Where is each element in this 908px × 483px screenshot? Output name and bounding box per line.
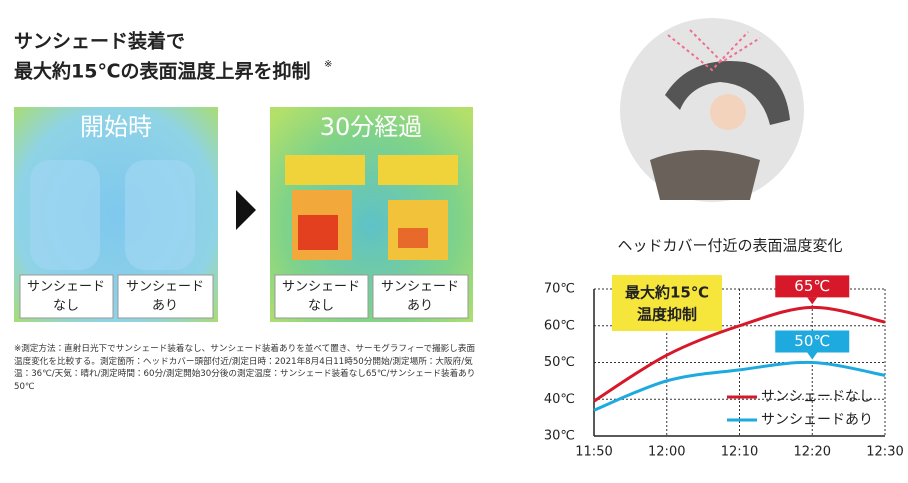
sun-arrow [667, 31, 749, 72]
heat-area [398, 228, 428, 248]
tag-text: サンシェード [126, 280, 204, 295]
tag-text: あり [407, 299, 433, 314]
image-label: 開始時 [80, 113, 152, 141]
canopy [665, 60, 790, 126]
series-line [593, 360, 886, 412]
x-tick-label: 11:50 [575, 445, 612, 460]
tag-text: サンシェード [27, 280, 105, 295]
annotation: 最大約15℃ [625, 284, 709, 302]
tag [19, 274, 114, 319]
heat-area [285, 155, 365, 185]
legend-label: サンシェードなし [761, 389, 873, 405]
arrow [236, 190, 256, 230]
series-line [593, 305, 886, 403]
chart-title: ヘッドカバー付近の表面温度変化 [617, 237, 842, 255]
cover [650, 150, 760, 200]
y-tick-label: 70℃ [544, 282, 575, 297]
x-tick-label: 12:10 [721, 445, 758, 460]
x-tick-label: 12:20 [794, 445, 831, 460]
tag-text: サンシェード [381, 280, 459, 295]
value-label: 50℃ [794, 332, 830, 350]
value-label: 65℃ [794, 277, 830, 295]
tag-text: サンシェード [282, 280, 360, 295]
tag [372, 274, 469, 319]
title-line: サンシェード装着で [14, 30, 185, 53]
tag-text: なし [53, 299, 79, 314]
image-label: 30分経過 [320, 113, 423, 141]
seat-shape [30, 160, 100, 270]
x-tick-label: 12:30 [866, 445, 903, 460]
heat-area [378, 155, 458, 185]
y-tick-label: 50℃ [544, 355, 575, 370]
tag [274, 274, 369, 319]
legend-label: サンシェードあり [761, 412, 873, 428]
value-label-box [775, 275, 850, 298]
value-pointer [807, 297, 818, 305]
title-line: 最大約15℃の表面温度上昇を抑制 [14, 60, 310, 83]
tag [117, 274, 214, 319]
x-tick-label: 12:00 [648, 445, 685, 460]
tag-text: あり [152, 299, 178, 314]
child [710, 94, 746, 130]
value-label-box [775, 330, 850, 353]
annotation: 温度抑制 [637, 306, 697, 324]
footnote: ※測定方法：直射日光下でサンシェード装着なし、サンシェード装着ありを並べて置き、… [14, 344, 476, 392]
y-tick-label: 30℃ [544, 429, 575, 444]
seat-shape [125, 160, 195, 270]
annotation-box [612, 275, 722, 331]
tag-text: なし [308, 299, 334, 314]
y-tick-label: 40℃ [544, 392, 575, 407]
y-tick-label: 60℃ [544, 318, 575, 333]
note-mark: ※ [324, 59, 332, 70]
value-pointer [807, 352, 818, 360]
heat-area [298, 215, 338, 250]
